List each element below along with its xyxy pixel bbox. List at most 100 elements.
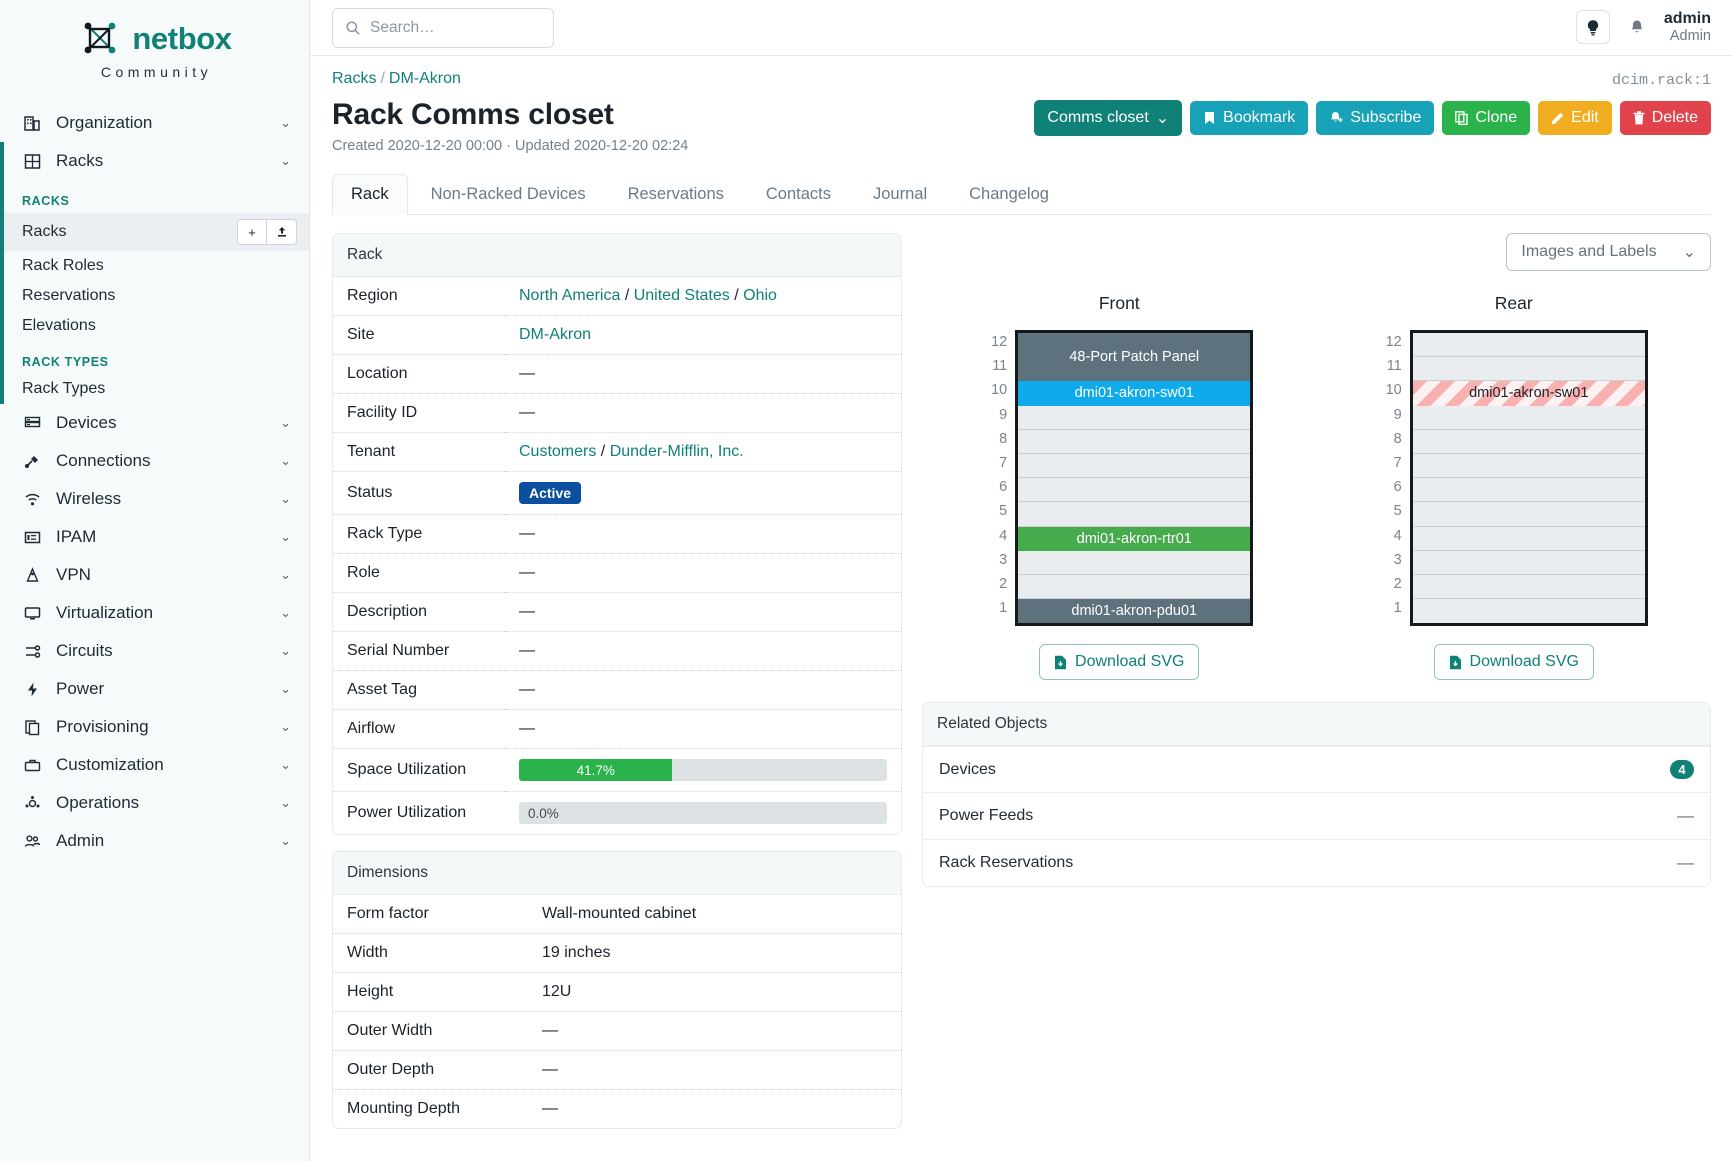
tab-reservations[interactable]: Reservations <box>627 185 724 203</box>
elevation-toolbar: Images and Labels ⌄ <box>922 233 1711 271</box>
tab-contacts[interactable]: Contacts <box>765 185 831 203</box>
rack-unit-empty[interactable] <box>1018 502 1251 527</box>
import-rack-button[interactable] <box>267 219 297 245</box>
related-object-devices[interactable]: Devices 4 <box>923 746 1710 792</box>
customization-icon <box>22 755 42 775</box>
tab-changelog[interactable]: Changelog <box>969 185 1049 203</box>
bookmark-label: Bookmark <box>1223 109 1296 126</box>
tab-bar: Rack Non-Racked Devices Reservations Con… <box>332 174 1711 215</box>
breadcrumb: Racks / DM-Akron <box>332 70 1711 88</box>
related-object-power-feeds[interactable]: Power Feeds — <box>923 792 1710 839</box>
tab-journal[interactable]: Journal <box>873 185 928 203</box>
sidebar-item-racks[interactable]: Racks ⌄ <box>0 142 309 180</box>
edit-button[interactable]: Edit <box>1538 101 1612 135</box>
rack-unit-empty[interactable] <box>1018 429 1251 454</box>
chevron-down-icon: ⌄ <box>1155 110 1170 127</box>
rack-unit-empty[interactable] <box>1412 502 1645 527</box>
rack-unit-empty[interactable] <box>1412 333 1645 358</box>
rack-unit-empty[interactable] <box>1018 453 1251 479</box>
rack-unit-empty[interactable] <box>1018 478 1251 503</box>
tenant-link[interactable]: Dunder-Mifflin, Inc. <box>609 443 744 460</box>
breadcrumb-racks[interactable]: Racks <box>332 70 377 87</box>
row-value: — <box>528 1089 901 1128</box>
rack-dropdown-button[interactable]: Comms closet ⌄ <box>1034 100 1183 136</box>
region-link-north-america[interactable]: North America <box>519 287 621 304</box>
sidebar-item-reservations[interactable]: Reservations <box>0 281 309 311</box>
related-object-rack-reservations[interactable]: Rack Reservations — <box>923 839 1710 886</box>
main-area: Search… admin Admin <box>310 0 1733 1161</box>
add-rack-button[interactable]: + <box>237 219 267 245</box>
sidebar-item-virtualization[interactable]: Virtualization ⌄ <box>0 594 309 632</box>
sidebar-item-provisioning[interactable]: Provisioning ⌄ <box>0 708 309 746</box>
sidebar-item-elevations[interactable]: Elevations <box>0 311 309 341</box>
rack-device[interactable]: 48-Port Patch Panel <box>1018 333 1251 382</box>
breadcrumb-site[interactable]: DM-Akron <box>388 70 461 87</box>
devices-count-badge: 4 <box>1670 760 1694 780</box>
clone-button[interactable]: Clone <box>1442 101 1531 135</box>
chevron-down-icon: ⌄ <box>280 529 291 544</box>
bookmark-button[interactable]: Bookmark <box>1190 101 1309 135</box>
rack-unit-label: 3 <box>1393 551 1402 568</box>
sidebar-item-circuits[interactable]: Circuits ⌄ <box>0 632 309 670</box>
rack-unit-label: 6 <box>999 479 1008 496</box>
rack-unit-label: 11 <box>1386 358 1402 375</box>
table-row: Serial Number — <box>333 631 901 671</box>
sidebar-item-ipam[interactable]: IPAM ⌄ <box>0 518 309 556</box>
sidebar-item-label: Connections <box>56 451 151 470</box>
virtualization-icon <box>22 603 42 623</box>
rack-unit-empty[interactable] <box>1412 526 1645 551</box>
rack-unit-empty[interactable] <box>1412 405 1645 430</box>
rack-unit-empty[interactable] <box>1018 574 1251 600</box>
rack-unit-empty[interactable] <box>1412 550 1645 575</box>
tab-non-racked-devices[interactable]: Non-Racked Devices <box>430 185 586 203</box>
sidebar-item-connections[interactable]: Connections ⌄ <box>0 442 309 480</box>
notifications-button[interactable] <box>1622 12 1652 42</box>
sidebar-item-racks-list[interactable]: Racks + <box>0 213 309 251</box>
rack-unit-empty[interactable] <box>1412 453 1645 479</box>
site-link[interactable]: DM-Akron <box>519 326 592 343</box>
rack-unit-empty[interactable] <box>1412 574 1645 600</box>
sidebar-item-wireless[interactable]: Wireless ⌄ <box>0 480 309 518</box>
sidebar-item-operations[interactable]: Operations ⌄ <box>0 784 309 822</box>
sidebar-item-rack-roles[interactable]: Rack Roles <box>0 251 309 281</box>
region-link-united-states[interactable]: United States <box>633 287 730 304</box>
rack-unit-empty[interactable] <box>1018 550 1251 575</box>
row-value: 12U <box>528 972 901 1012</box>
rack-unit-empty[interactable] <box>1412 429 1645 454</box>
sidebar-item-label: Reservations <box>22 287 116 304</box>
front-elevation: Front 12 11 10 9 8 7 6 5 4 3 2 1 48-Port Patch Pane… <box>985 293 1254 681</box>
region-link-ohio[interactable]: Ohio <box>743 287 777 304</box>
rack-device[interactable]: dmi01-akron-sw01 <box>1412 381 1645 406</box>
tab-rack[interactable]: Rack <box>332 174 408 215</box>
delete-button[interactable]: Delete <box>1619 101 1711 135</box>
sidebar-item-admin[interactable]: Admin ⌄ <box>0 822 309 860</box>
rack-unit-empty[interactable] <box>1412 478 1645 503</box>
front-download-svg-button[interactable]: Download SVG <box>1039 644 1200 681</box>
sidebar-item-customization[interactable]: Customization ⌄ <box>0 746 309 784</box>
sidebar-item-devices[interactable]: Devices ⌄ <box>0 404 309 442</box>
rack-device[interactable]: dmi01-akron-rtr01 <box>1018 526 1251 551</box>
rack-device[interactable]: dmi01-akron-pdu01 <box>1018 599 1251 624</box>
chevron-down-icon: ⌄ <box>280 115 291 130</box>
rack-device[interactable]: dmi01-akron-sw01 <box>1018 381 1251 406</box>
row-key: Tenant <box>333 432 505 472</box>
row-value: — <box>505 354 901 394</box>
sidebar-item-power[interactable]: Power ⌄ <box>0 670 309 708</box>
sidebar-section-rack-types-heading: RACK TYPES <box>22 355 109 369</box>
rack-unit-empty[interactable] <box>1412 357 1645 382</box>
sidebar-item-rack-types[interactable]: Rack Types <box>0 374 309 404</box>
elevation-view-select[interactable]: Images and Labels ⌄ <box>1506 233 1711 271</box>
tenant-group-link[interactable]: Customers <box>519 443 597 460</box>
user-menu[interactable]: admin Admin <box>1664 9 1711 46</box>
rear-download-svg-button[interactable]: Download SVG <box>1433 644 1594 681</box>
chevron-down-icon: ⌄ <box>280 453 291 468</box>
table-row: Outer Depth — <box>333 1050 901 1090</box>
sidebar-item-vpn[interactable]: VPN ⌄ <box>0 556 309 594</box>
search-input[interactable]: Search… <box>332 7 554 48</box>
sidebar-item-organization[interactable]: Organization ⌄ <box>0 104 309 142</box>
subscribe-button[interactable]: Subscribe <box>1316 101 1435 135</box>
rack-unit-empty[interactable] <box>1018 405 1251 430</box>
rack-unit-empty[interactable] <box>1412 599 1645 624</box>
row-value: 0.0% <box>505 791 901 834</box>
theme-toggle-button[interactable] <box>1575 10 1610 45</box>
